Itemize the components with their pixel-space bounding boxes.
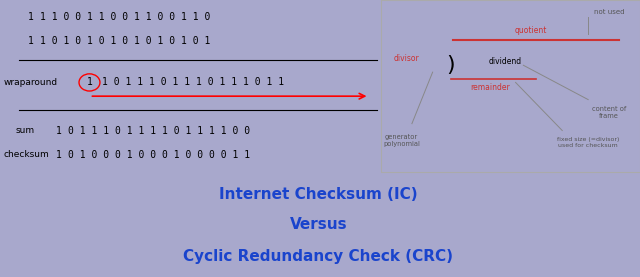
Text: ): ) <box>447 55 455 75</box>
Text: remainder: remainder <box>470 83 509 92</box>
Text: 0 1 1 1 0 1 1 1 1 0 1 1 1 1 0 0: 0 1 1 1 0 1 1 1 1 0 1 1 1 1 0 0 <box>68 125 250 135</box>
Text: Versus: Versus <box>289 217 348 232</box>
Text: fixed size (=divisor)
used for checksum: fixed size (=divisor) used for checksum <box>557 137 620 148</box>
Text: not used: not used <box>594 9 624 15</box>
Text: checksum: checksum <box>4 150 49 159</box>
Text: 1 0 1 0 1 0 1 0 1 0 1 0 1 0 1: 1 0 1 0 1 0 1 0 1 0 1 0 1 0 1 <box>40 36 211 46</box>
Text: dividend: dividend <box>489 57 522 66</box>
Text: quotient: quotient <box>515 26 547 35</box>
Text: Internet Checksum (IC): Internet Checksum (IC) <box>219 187 418 202</box>
Text: 1: 1 <box>28 12 33 22</box>
Text: 1: 1 <box>28 36 33 46</box>
Text: 1: 1 <box>56 150 62 160</box>
Text: divisor: divisor <box>394 54 420 63</box>
Text: sum: sum <box>15 126 35 135</box>
Text: generator
polynomial: generator polynomial <box>383 134 420 147</box>
Text: wraparound: wraparound <box>4 78 58 87</box>
Text: 1 0 1 1 1 0 1 1 1 0 1 1 1 0 1 1: 1 0 1 1 1 0 1 1 1 0 1 1 1 0 1 1 <box>102 78 284 88</box>
Text: 1 1 0 0 1 1 0 0 1 1 0 0 1 1 0: 1 1 0 0 1 1 0 0 1 1 0 0 1 1 0 <box>40 12 211 22</box>
Text: 1: 1 <box>56 125 62 135</box>
Text: 1: 1 <box>86 78 92 88</box>
Text: Cyclic Redundancy Check (CRC): Cyclic Redundancy Check (CRC) <box>184 249 453 264</box>
Text: content of
frame: content of frame <box>592 106 626 119</box>
Text: 0 1 0 0 0 1 0 0 0 1 0 0 0 0 1 1: 0 1 0 0 0 1 0 0 0 1 0 0 0 0 1 1 <box>68 150 250 160</box>
